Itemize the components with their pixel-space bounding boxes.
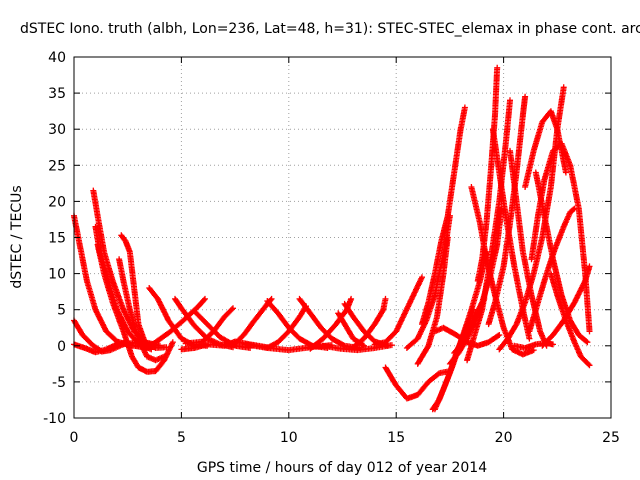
data-marker-path <box>382 364 453 402</box>
data-series <box>94 241 176 375</box>
data-marker-path <box>94 241 176 375</box>
y-tick-label: 20 <box>48 194 66 210</box>
grid <box>74 57 611 418</box>
data-marker-path <box>511 339 556 351</box>
y-tick-label: 15 <box>48 231 66 247</box>
data-series <box>485 93 529 328</box>
data-marker-path <box>414 234 451 367</box>
data-series <box>371 274 425 348</box>
data-series <box>511 339 556 351</box>
data-series <box>419 104 468 328</box>
data-marker-path <box>526 205 578 335</box>
data-points <box>71 64 593 413</box>
data-marker-path <box>320 342 395 354</box>
y-tick-label: -5 <box>52 375 66 391</box>
x-tick-label: 15 <box>387 430 405 446</box>
chart-title: dSTEC Iono. truth (albh, Lon=236, Lat=48… <box>20 21 640 37</box>
x-axis-label: GPS time / hours of day 012 of year 2014 <box>197 460 487 476</box>
y-tick-label: 25 <box>48 158 66 174</box>
data-series <box>489 126 533 342</box>
data-marker-path <box>507 147 550 349</box>
data-marker-path <box>547 270 593 369</box>
data-series <box>382 364 453 402</box>
x-tick-label: 20 <box>495 430 513 446</box>
y-tick-label: 30 <box>48 122 66 138</box>
data-series <box>507 147 550 349</box>
y-tick-label: 5 <box>57 303 66 319</box>
data-marker-path <box>350 295 389 351</box>
data-series <box>547 270 593 369</box>
x-tick-label: 5 <box>177 430 186 446</box>
y-axis-label: dSTEC / TECUs <box>9 185 25 288</box>
data-marker-path <box>485 93 529 328</box>
x-tick-label: 25 <box>602 430 620 446</box>
y-tick-label: -10 <box>43 411 66 427</box>
data-marker-path <box>371 274 425 348</box>
y-tick-label: 40 <box>48 50 66 66</box>
data-series <box>414 234 451 367</box>
x-tick-label: 0 <box>70 430 79 446</box>
data-series <box>522 108 569 190</box>
data-series <box>526 205 578 335</box>
data-marker-path <box>522 108 569 190</box>
data-marker-path <box>419 104 468 328</box>
data-series <box>350 295 389 351</box>
data-marker-path <box>489 126 533 342</box>
axes: 0 5 10 15 20 25 -10 -5 0 5 10 15 20 25 30 35 40 <box>43 50 620 446</box>
data-series <box>320 342 395 354</box>
y-tick-label: 35 <box>48 86 66 102</box>
y-tick-label: 0 <box>57 339 66 355</box>
x-tick-label: 10 <box>280 430 298 446</box>
y-tick-label: 10 <box>48 267 66 283</box>
